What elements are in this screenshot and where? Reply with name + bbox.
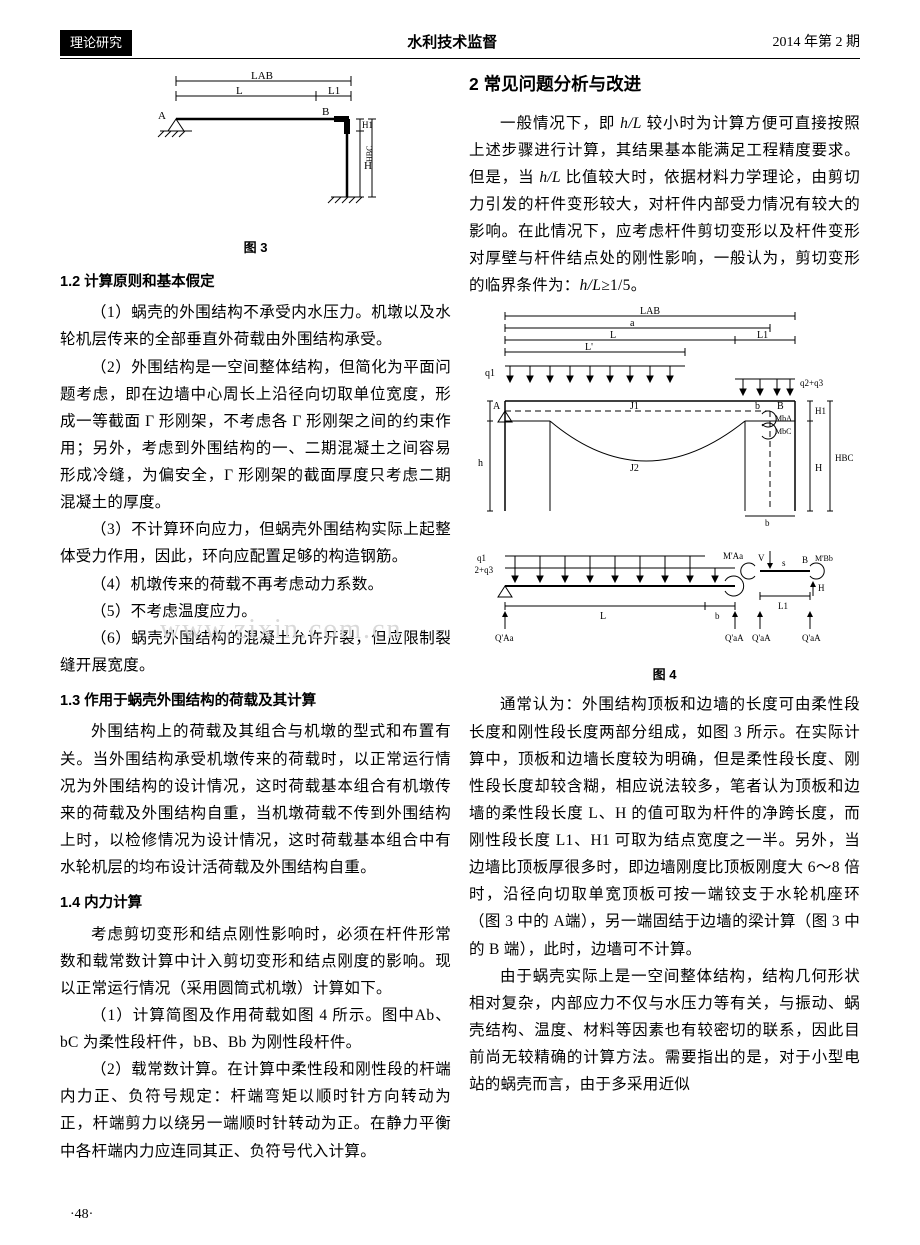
heading-1-3: 1.3 作用于蜗壳外围结构的荷载及其计算 bbox=[60, 689, 451, 714]
paragraph: （5）不考虑温度应力。 bbox=[60, 598, 451, 625]
svg-text:a: a bbox=[630, 318, 635, 329]
svg-text:H: H bbox=[818, 583, 825, 593]
svg-text:q2+q3: q2+q3 bbox=[800, 378, 824, 388]
header-rule bbox=[60, 58, 860, 59]
svg-text:HBC: HBC bbox=[365, 146, 374, 162]
paragraph: （1）蜗壳的外围结构不承受内水压力。机墩以及水轮机层传来的全部垂直外荷载由外围结… bbox=[60, 299, 451, 353]
paragraph: （1）计算简图及作用荷载如图 4 所示。图中Ab、bC 为柔性段杆件，bB、Bb… bbox=[60, 1002, 451, 1056]
svg-text:LAB: LAB bbox=[640, 306, 660, 317]
paragraph: 由于蜗壳实际上是一空间整体结构，结构几何形状相对复杂，内部应力不仅与水压力等有关… bbox=[469, 963, 860, 1099]
svg-text:L1: L1 bbox=[757, 330, 768, 341]
svg-text:MbA: MbA bbox=[775, 414, 792, 423]
figure-4-caption: 图 4 bbox=[469, 664, 860, 687]
svg-text:Q'Aa: Q'Aa bbox=[495, 633, 514, 643]
svg-text:HBC: HBC bbox=[835, 453, 854, 463]
svg-text:Q'aA: Q'aA bbox=[725, 633, 744, 643]
svg-text:B: B bbox=[777, 401, 784, 412]
svg-text:B: B bbox=[322, 106, 329, 118]
paragraph: （2）载常数计算。在计算中柔性段和刚性段的杆端内力正、负符号规定：杆端弯矩以顺时… bbox=[60, 1056, 451, 1165]
page-number: ·48· bbox=[70, 1203, 93, 1228]
svg-text:b: b bbox=[715, 611, 720, 621]
paragraph: 考虑剪切变形和结点刚性影响时，必须在杆件形常数和载常数计算中计入剪切变形和结点刚… bbox=[60, 921, 451, 1002]
svg-text:LAB: LAB bbox=[251, 70, 273, 82]
svg-text:q1: q1 bbox=[477, 553, 486, 563]
svg-text:L: L bbox=[610, 330, 616, 341]
svg-text:H1: H1 bbox=[362, 120, 373, 130]
paragraph: （6）蜗壳外围结构的混凝土允许开裂，但应限制裂缝开展宽度。 bbox=[60, 625, 451, 679]
svg-text:q2+q3: q2+q3 bbox=[475, 565, 494, 575]
paragraph: 一般情况下，即 h/L 较小时为计算方便可直接按照上述步骤进行计算，其结果基本能… bbox=[469, 110, 860, 300]
svg-text:Q'aA: Q'aA bbox=[752, 633, 771, 643]
left-column: LAB L L1 A bbox=[60, 69, 451, 1165]
svg-text:b: b bbox=[755, 401, 760, 412]
svg-text:H: H bbox=[815, 463, 822, 474]
paragraph: 通常认为：外围结构顶板和边墙的长度可由柔性段长度和刚性段长度两部分组成，如图 3… bbox=[469, 691, 860, 962]
figure-3: LAB L L1 A bbox=[60, 69, 451, 260]
svg-text:L: L bbox=[236, 85, 243, 97]
svg-text:b: b bbox=[765, 518, 770, 528]
journal-title: 水利技术监督 bbox=[132, 30, 772, 56]
figure-3-caption: 图 3 bbox=[60, 237, 451, 260]
heading-2: 2 常见问题分析与改进 bbox=[469, 69, 860, 100]
svg-text:h: h bbox=[478, 458, 483, 469]
svg-text:L1: L1 bbox=[328, 85, 340, 97]
svg-text:J1: J1 bbox=[630, 401, 639, 412]
svg-text:L': L' bbox=[585, 342, 593, 353]
svg-text:s: s bbox=[782, 558, 786, 568]
svg-text:A: A bbox=[493, 401, 501, 412]
right-column: 2 常见问题分析与改进 一般情况下，即 h/L 较小时为计算方便可直接按照上述步… bbox=[469, 69, 860, 1165]
paragraph: （4）机墩传来的荷载不再考虑动力系数。 bbox=[60, 571, 451, 598]
svg-text:M'Bb: M'Bb bbox=[815, 554, 833, 563]
svg-text:A: A bbox=[158, 110, 166, 122]
svg-text:V: V bbox=[758, 553, 765, 563]
issue-info: 2014 年第 2 期 bbox=[773, 31, 861, 56]
heading-1-4: 1.4 内力计算 bbox=[60, 891, 451, 916]
svg-text:L1: L1 bbox=[778, 601, 788, 611]
svg-text:Q'aA: Q'aA bbox=[802, 633, 821, 643]
svg-text:MbC: MbC bbox=[775, 427, 791, 436]
paragraph: （3）不计算环向应力，但蜗壳外围结构实际上起整体受力作用，因此，环向应配置足够的… bbox=[60, 516, 451, 570]
section-label: 理论研究 bbox=[60, 30, 132, 57]
page-header: 理论研究 水利技术监督 2014 年第 2 期 bbox=[60, 32, 860, 54]
paragraph: （2）外围结构是一空间整体结构，但简化为平面问题考虑，即在边墙中心周长上沿径向切… bbox=[60, 354, 451, 517]
svg-text:M'Aa: M'Aa bbox=[723, 551, 743, 561]
svg-text:B: B bbox=[802, 555, 808, 565]
svg-text:H1: H1 bbox=[815, 406, 826, 416]
svg-text:J2: J2 bbox=[630, 463, 639, 474]
figure-4: LAB a L L1 L' bbox=[469, 306, 860, 687]
svg-text:L: L bbox=[600, 611, 606, 622]
heading-1-2: 1.2 计算原则和基本假定 bbox=[60, 270, 451, 295]
svg-text:q1: q1 bbox=[485, 368, 495, 379]
paragraph: 外围结构上的荷载及其组合与机墩的型式和布置有关。当外围结构承受机墩传来的荷载时，… bbox=[60, 718, 451, 881]
